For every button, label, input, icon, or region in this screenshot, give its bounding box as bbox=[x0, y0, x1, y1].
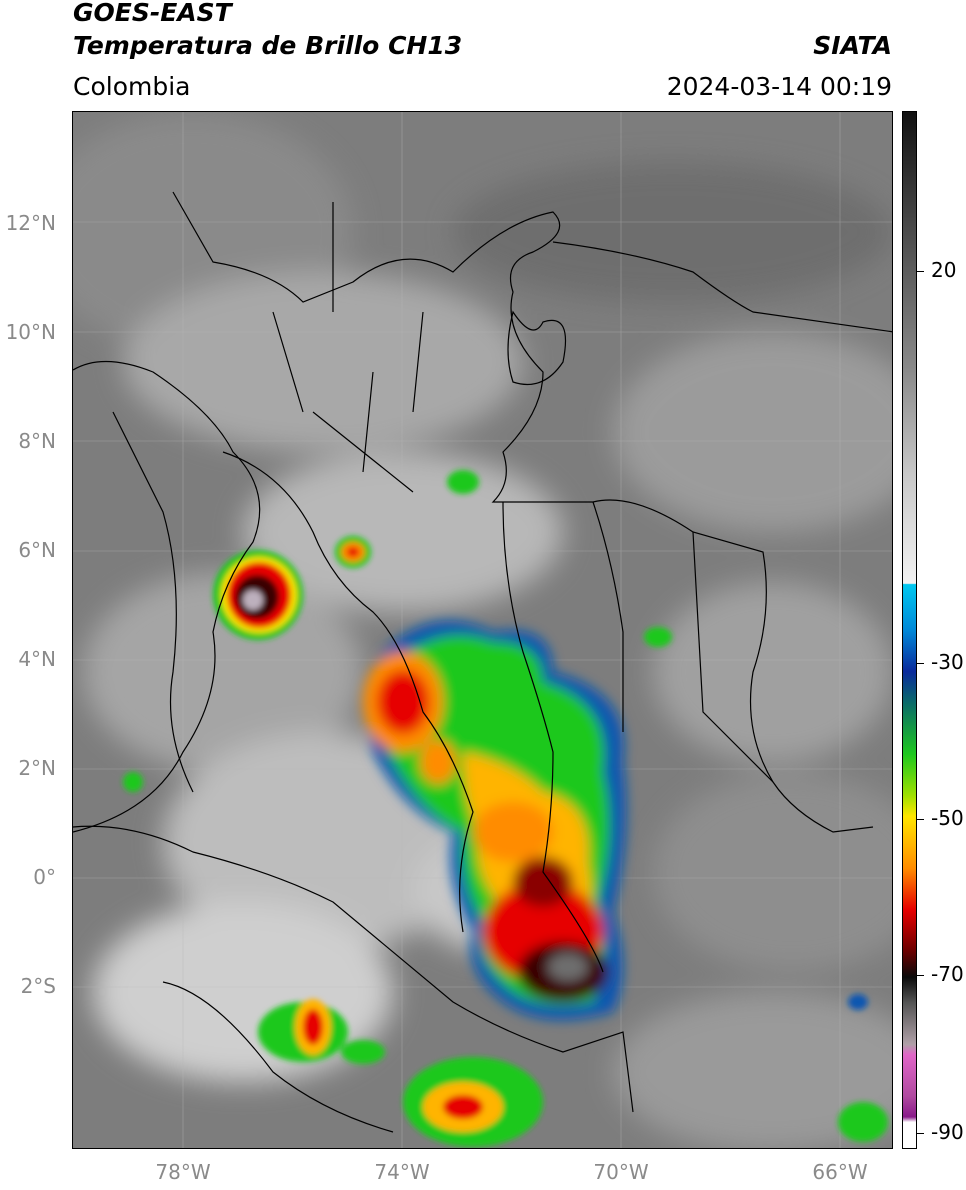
lat-label-4n: 4°N bbox=[18, 647, 56, 671]
datetime-label: 2024-03-14 00:19 bbox=[666, 72, 892, 101]
region-label: Colombia bbox=[73, 72, 191, 101]
temperature-colorbar bbox=[902, 111, 917, 1149]
storm-cell-west bbox=[213, 550, 303, 640]
satellite-map[interactable] bbox=[72, 111, 893, 1149]
satellite-title: GOES-EAST bbox=[73, 0, 232, 27]
colorbar-tick-mark-minus70 bbox=[917, 975, 924, 976]
colorbar-tick-mark-minus30 bbox=[917, 663, 924, 664]
colorbar-tick-minus30: -30 bbox=[931, 650, 964, 674]
storm-cell-small bbox=[335, 536, 371, 568]
lat-label-10n: 10°N bbox=[5, 320, 56, 344]
colorbar-tick-20: 20 bbox=[931, 258, 957, 282]
lon-label-70w: 70°W bbox=[593, 1160, 649, 1184]
storm-cell-southwest bbox=[258, 999, 385, 1064]
colorbar-tick-mark-minus90 bbox=[917, 1133, 924, 1134]
convective-storms bbox=[123, 470, 888, 1147]
lat-label-8n: 8°N bbox=[18, 429, 56, 453]
lat-label-0: 0° bbox=[33, 865, 56, 889]
map-canvas bbox=[73, 112, 892, 1148]
organization-label: SIATA bbox=[813, 31, 892, 60]
lon-label-66w: 66°W bbox=[812, 1160, 868, 1184]
product-title: Temperatura de Brillo CH13 bbox=[73, 31, 463, 60]
political-borders bbox=[73, 191, 892, 1133]
colorbar-tick-mark-minus50 bbox=[917, 819, 924, 820]
colorbar-tick-minus90: -90 bbox=[931, 1120, 964, 1144]
storm-cell-south bbox=[403, 1057, 543, 1147]
lon-label-78w: 78°W bbox=[155, 1160, 211, 1184]
lat-label-2n: 2°N bbox=[18, 756, 56, 780]
colorbar-tick-minus50: -50 bbox=[931, 806, 964, 830]
storm-complex-central bbox=[363, 620, 627, 1020]
lat-label-12n: 12°N bbox=[5, 211, 56, 235]
lat-label-6n: 6°N bbox=[18, 538, 56, 562]
colorbar-tick-minus70: -70 bbox=[931, 962, 964, 986]
storm-cells-east bbox=[123, 470, 888, 1142]
colorbar-tick-mark-20 bbox=[917, 271, 924, 272]
lat-label-2s: 2°S bbox=[20, 974, 56, 998]
lon-label-74w: 74°W bbox=[374, 1160, 430, 1184]
